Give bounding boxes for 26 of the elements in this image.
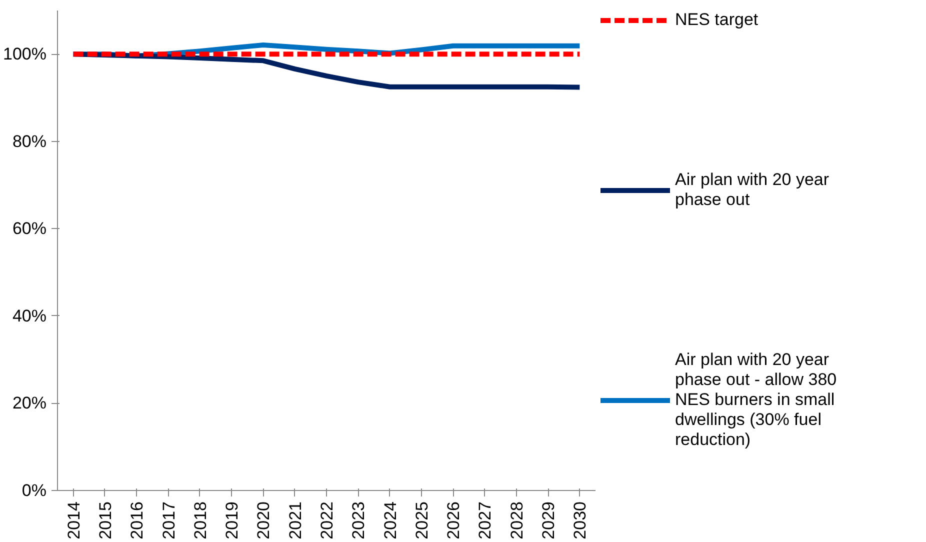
x-tick-label: 2027	[476, 501, 495, 540]
y-tick-label: 40%	[12, 306, 47, 326]
x-tick-label: 2025	[412, 501, 432, 540]
y-tick-label: 0%	[22, 481, 47, 500]
y-tick-label: 20%	[12, 394, 47, 413]
legend-label: Air plan with 20 year phase out	[675, 170, 830, 210]
x-tick-label: 2029	[539, 501, 558, 540]
x-tick-label: 2014	[64, 501, 84, 540]
y-tick-label: 80%	[12, 132, 47, 151]
x-tick-label: 2019	[222, 501, 242, 540]
y-tick-label: 100%	[3, 44, 47, 64]
legend-label: Air plan with 20 year phase out - allow 380 NES burners in small dwellings (30% fuel reduction)	[675, 350, 837, 450]
x-tick-label: 2015	[96, 501, 115, 540]
x-tick-label: 2030	[570, 501, 590, 540]
x-tick-label: 2026	[444, 501, 464, 540]
x-tick-label: 2024	[380, 501, 400, 540]
x-tick-label: 2016	[128, 501, 147, 540]
legend-label: NES target	[675, 10, 758, 30]
x-tick-label: 2028	[507, 501, 526, 540]
y-tick-label: 60%	[12, 219, 47, 238]
x-tick-label: 2018	[190, 501, 210, 540]
x-tick-label: 2022	[318, 501, 336, 540]
x-tick-label: 2021	[286, 501, 305, 540]
x-tick-label: 2023	[349, 501, 368, 540]
x-tick-label: 2020	[254, 501, 274, 540]
x-tick-label: 2017	[159, 501, 178, 540]
